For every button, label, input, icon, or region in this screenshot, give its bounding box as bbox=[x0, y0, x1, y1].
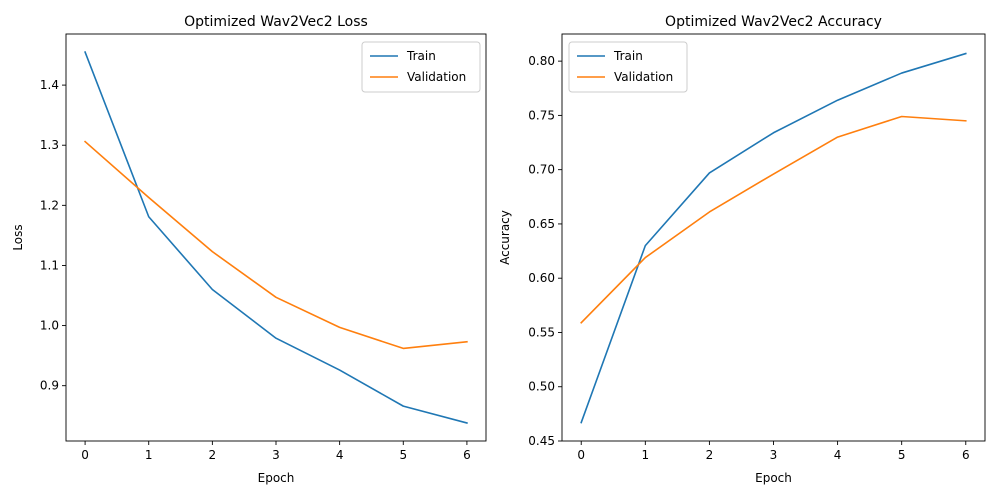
x-tick-label: 1 bbox=[145, 448, 153, 462]
x-tick-label: 0 bbox=[577, 448, 585, 462]
y-tick-label: 1.2 bbox=[40, 198, 59, 212]
y-tick-label: 0.55 bbox=[528, 325, 555, 339]
chart-title: Optimized Wav2Vec2 Accuracy bbox=[665, 14, 882, 30]
y-tick-label: 0.80 bbox=[528, 54, 555, 68]
x-axis-label: Epoch bbox=[258, 471, 295, 485]
x-tick-label: 6 bbox=[463, 448, 471, 462]
series-line-train bbox=[580, 52, 967, 424]
accuracy-chart: 0 1 2 3 4 5 6 0.45 0.50 0.55 0.60 0.65 0.70 0.75 0.80 O… bbox=[498, 14, 986, 485]
y-tick-label: 0.70 bbox=[528, 163, 555, 177]
legend-label-validation: Validation bbox=[614, 70, 673, 84]
x-tick-label: 1 bbox=[641, 448, 649, 462]
legend: Train Validation bbox=[361, 41, 481, 93]
x-tick-label: 4 bbox=[336, 448, 344, 462]
x-tick-label: 5 bbox=[399, 448, 407, 462]
legend-label-validation: Validation bbox=[407, 70, 466, 84]
y-tick-label: 0.45 bbox=[528, 434, 555, 448]
legend-label-train: Train bbox=[613, 49, 643, 63]
x-tick-label: 5 bbox=[898, 448, 906, 462]
legend-box bbox=[361, 41, 481, 93]
series-line-train bbox=[84, 51, 468, 424]
series-line-validation bbox=[580, 115, 967, 324]
y-tick-label: 1.0 bbox=[40, 319, 59, 333]
x-tick-label: 0 bbox=[81, 448, 89, 462]
x-tick-label: 4 bbox=[834, 448, 842, 462]
x-axis-label: Epoch bbox=[755, 471, 792, 485]
y-tick-label: 0.65 bbox=[528, 217, 555, 231]
y-axis-label: Accuracy bbox=[498, 210, 512, 265]
x-tick-label: 3 bbox=[272, 448, 280, 462]
chart-title: Optimized Wav2Vec2 Loss bbox=[184, 14, 368, 30]
y-axis-label: Loss bbox=[11, 224, 25, 250]
y-tick-label: 1.4 bbox=[40, 78, 59, 92]
legend-label-train: Train bbox=[406, 49, 436, 63]
x-tick-label: 6 bbox=[962, 448, 970, 462]
y-tick-label: 0.75 bbox=[528, 108, 555, 122]
y-tick-label: 0.9 bbox=[40, 379, 59, 393]
x-tick-label: 2 bbox=[706, 448, 714, 462]
series-line-validation bbox=[83, 140, 468, 350]
y-tick-label: 0.50 bbox=[528, 380, 555, 394]
legend-box bbox=[568, 41, 688, 93]
y-tick-label: 1.1 bbox=[40, 258, 59, 272]
y-tick-label: 0.60 bbox=[528, 271, 555, 285]
loss-chart: 0 1 2 3 4 5 6 0.9 1.0 1.1 1.2 1.3 1.4 Optimized Wav2V… bbox=[11, 14, 487, 485]
legend: Train Validation bbox=[568, 41, 688, 93]
x-tick-label: 2 bbox=[209, 448, 217, 462]
y-tick-label: 1.3 bbox=[40, 138, 59, 152]
x-tick-label: 3 bbox=[770, 448, 778, 462]
